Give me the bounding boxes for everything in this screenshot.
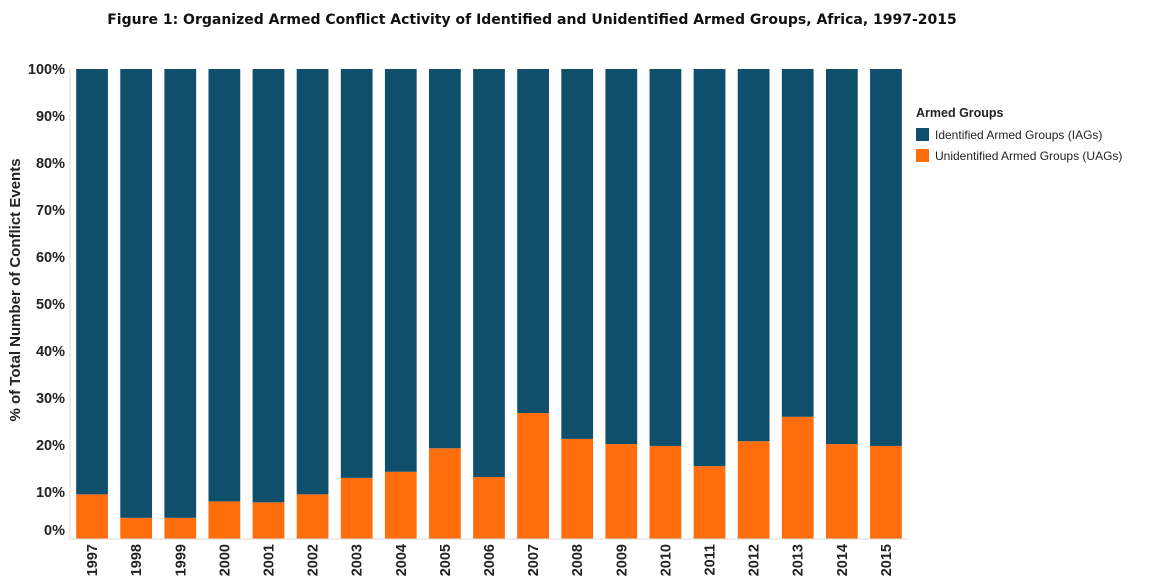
- bar-iags: [252, 69, 285, 503]
- bar-uags: [340, 477, 373, 539]
- legend-swatch-iags: [916, 128, 929, 141]
- bar-uags: [473, 476, 505, 539]
- legend: Armed Groups Identified Armed Groups (IA…: [916, 106, 1122, 166]
- x-tick-label: 2005: [438, 544, 454, 576]
- bar-uags: [825, 444, 858, 539]
- bar-iags: [693, 69, 726, 467]
- bar-uags: [605, 444, 638, 539]
- bar-uags: [737, 441, 770, 539]
- bar-iags: [429, 69, 461, 449]
- bar-iags: [605, 69, 638, 445]
- x-tick-label: 2009: [614, 544, 630, 576]
- bar-uags: [76, 494, 108, 539]
- y-tick-label: 90%: [36, 109, 65, 125]
- bar-iags: [340, 69, 373, 478]
- chart-title: Figure 1: Organized Armed Conflict Activ…: [107, 12, 957, 28]
- bar-uags: [120, 517, 153, 539]
- x-tick-label: 2012: [747, 544, 763, 576]
- legend-label-uags: Unidentified Armed Groups (UAGs): [935, 148, 1123, 163]
- bar-iags: [649, 69, 682, 446]
- y-tick-label: 0%: [44, 523, 65, 539]
- x-tick-label: 2014: [835, 544, 851, 576]
- bar-iags: [737, 69, 770, 442]
- bar-uags: [164, 517, 197, 539]
- bars: [76, 69, 902, 539]
- x-tick-label: 2002: [306, 544, 322, 576]
- bar-uags: [781, 416, 814, 539]
- x-tick-label: 2011: [703, 544, 719, 575]
- bar-uags: [561, 438, 594, 539]
- bar-iags: [870, 69, 902, 446]
- bar-iags: [517, 69, 549, 414]
- y-tick-label: 80%: [36, 156, 65, 172]
- bar-iags: [76, 69, 108, 495]
- x-axis-ticks: 1997 1998 1999 2000 2001 2002 2003 2004 2005 2006…: [85, 544, 895, 576]
- bar-uags: [429, 448, 461, 539]
- y-tick-label: 10%: [36, 485, 65, 501]
- bar-iags: [781, 69, 814, 417]
- x-tick-label: 2010: [658, 544, 674, 576]
- bar-iags: [473, 69, 505, 477]
- y-tick-label: 30%: [36, 391, 65, 407]
- x-tick-label: 2003: [350, 544, 366, 576]
- x-tick-label: 2001: [261, 544, 277, 576]
- x-tick-label: 2006: [482, 544, 498, 576]
- y-tick-label: 40%: [36, 344, 65, 360]
- y-tick-label: 20%: [36, 438, 65, 454]
- x-tick-label: 2013: [791, 544, 807, 576]
- legend-item-uags: Unidentified Armed Groups (UAGs): [916, 145, 1122, 166]
- legend-item-iags: Identified Armed Groups (IAGs): [916, 124, 1122, 145]
- legend-title: Armed Groups: [916, 106, 1004, 120]
- bar-uags: [870, 445, 902, 539]
- bar-uags: [517, 413, 549, 539]
- bar-uags: [384, 471, 417, 539]
- bar-uags: [649, 445, 682, 539]
- x-tick-label: 2007: [526, 544, 542, 576]
- y-tick-label: 100%: [28, 62, 65, 78]
- legend-label-iags: Identified Armed Groups (IAGs): [935, 127, 1103, 142]
- legend-swatch-uags: [916, 149, 929, 162]
- bar-uags: [208, 501, 241, 539]
- y-tick-label: 70%: [36, 203, 65, 219]
- bar-iags: [164, 69, 197, 518]
- bar-iags: [561, 69, 594, 439]
- bar-iags: [120, 69, 153, 518]
- bar-uags: [693, 466, 726, 539]
- x-tick-label: 1999: [173, 544, 189, 576]
- bar-iags: [384, 69, 417, 472]
- bar-iags: [825, 69, 858, 445]
- x-tick-label: 2008: [570, 544, 586, 576]
- y-tick-label: 60%: [36, 250, 65, 266]
- x-tick-label: 2000: [217, 544, 233, 576]
- y-axis-title-group: % of Total Number of Conflict Events: [7, 158, 24, 421]
- bar-uags: [296, 494, 329, 539]
- x-tick-label: 1998: [129, 544, 145, 576]
- bar-iags: [296, 69, 329, 495]
- x-tick-label: 2004: [394, 544, 410, 576]
- bar-iags: [208, 69, 241, 502]
- y-axis-title: % of Total Number of Conflict Events: [7, 158, 24, 421]
- bar-uags: [252, 502, 285, 539]
- x-tick-label: 2015: [879, 544, 895, 576]
- y-tick-label: 50%: [36, 297, 65, 313]
- y-axis-ticks: 0% 10% 20% 30% 40% 50% 60% 70% 80% 90% 100%: [28, 62, 65, 539]
- x-tick-label: 1997: [85, 544, 101, 576]
